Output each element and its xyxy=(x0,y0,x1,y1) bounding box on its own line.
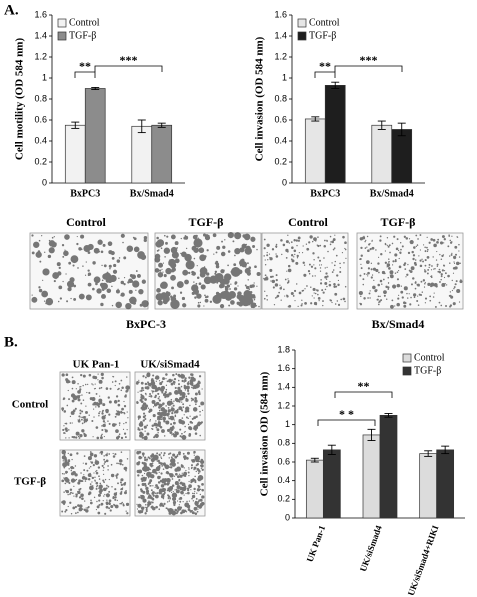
legend-swatch xyxy=(57,18,67,28)
y-tick-label: 1 xyxy=(282,72,287,82)
y-tick-label: 0.2 xyxy=(34,156,47,166)
significance-label: *** xyxy=(120,53,138,67)
significance-label: ** xyxy=(79,59,91,73)
y-axis-label: Cell invasion OD (584 nm) xyxy=(259,371,271,496)
y-tick-label: 1.2 xyxy=(34,51,47,61)
y-tick-label: 1 xyxy=(285,419,290,429)
legend-swatch xyxy=(297,18,307,28)
bar xyxy=(322,449,341,519)
y-tick-label: 1.4 xyxy=(274,30,287,40)
y-tick-label: 1.4 xyxy=(34,30,47,40)
y-tick-label: 0.8 xyxy=(34,93,47,103)
bar xyxy=(64,124,86,184)
y-tick-label: 1.4 xyxy=(277,382,290,392)
bar xyxy=(151,124,173,184)
cell-speckles xyxy=(358,234,463,309)
legend-swatch xyxy=(402,366,412,376)
y-tick-label: 0.4 xyxy=(277,475,290,485)
bar xyxy=(362,434,381,519)
cell-speckles xyxy=(263,234,347,308)
y-tick-label: 0.6 xyxy=(34,114,47,124)
x-tick-label: UK/siSmad4 xyxy=(358,524,384,573)
panel-label: A. xyxy=(4,2,19,18)
significance-bracket xyxy=(334,65,403,72)
y-tick-label: 1.6 xyxy=(34,9,47,19)
y-tick-label: 0.4 xyxy=(274,135,287,145)
row-label: TGF-β xyxy=(14,476,46,488)
cell-speckles xyxy=(31,233,149,310)
significance-label: *** xyxy=(360,53,378,67)
bar xyxy=(419,453,438,519)
legend-label: TGF-β xyxy=(309,30,336,41)
y-tick-label: 0.6 xyxy=(274,114,287,124)
y-tick-label: 0 xyxy=(285,512,290,522)
bar xyxy=(131,125,153,184)
legend-label: TGF-β xyxy=(414,365,441,376)
bar xyxy=(371,124,393,184)
column-label: Control xyxy=(66,215,106,229)
significance-label: * * xyxy=(339,407,354,421)
significance-label: ** xyxy=(319,59,331,73)
x-tick-label: UK/siSmad4+RIKI xyxy=(406,524,441,597)
significance-bracket xyxy=(314,71,336,78)
bar xyxy=(304,118,326,184)
x-tick-label: Bx/Smad4 xyxy=(370,188,414,199)
x-tick-label: Bx/Smad4 xyxy=(130,188,174,199)
legend-label: Control xyxy=(309,17,340,28)
legend-label: Control xyxy=(414,352,445,363)
y-tick-label: 0.2 xyxy=(277,494,290,504)
column-label: UK Pan-1 xyxy=(73,359,120,371)
image-caption: BxPC-3 xyxy=(126,317,166,331)
x-tick-label: BxPC3 xyxy=(310,188,340,199)
micrograph xyxy=(261,232,349,310)
y-tick-label: 1.2 xyxy=(274,51,287,61)
y-axis-label: Cell motility (OD 584 nm) xyxy=(14,38,26,161)
y-tick-label: 0 xyxy=(282,177,287,187)
y-tick-label: 1.6 xyxy=(277,363,290,373)
y-tick-label: 0.6 xyxy=(277,456,290,466)
column-label: TGF-β xyxy=(189,215,224,229)
column-label: TGF-β xyxy=(381,215,416,229)
significance-bracket xyxy=(94,65,163,72)
cell-speckles xyxy=(61,372,130,440)
legend-swatch xyxy=(297,31,307,41)
image-caption: Bx/Smad4 xyxy=(372,317,425,331)
legend-label: TGF-β xyxy=(69,30,96,41)
bar xyxy=(379,414,398,519)
significance-label: ** xyxy=(358,379,370,393)
y-tick-label: 1 xyxy=(42,72,47,82)
cell-speckles xyxy=(61,450,130,515)
column-label: Control xyxy=(288,215,328,229)
y-tick-label: 1.6 xyxy=(274,9,287,19)
y-axis-label: Cell invasion (OD 584 nm) xyxy=(254,36,266,161)
bar xyxy=(324,84,346,184)
y-tick-label: 0.8 xyxy=(277,438,290,448)
y-tick-label: 0.4 xyxy=(34,135,47,145)
panel-label: B. xyxy=(4,334,18,350)
bar xyxy=(436,449,455,519)
cell-speckles xyxy=(135,372,205,441)
cell-speckles xyxy=(154,232,261,309)
cell-speckles xyxy=(136,450,205,516)
significance-bracket xyxy=(334,391,393,398)
bar xyxy=(84,88,106,184)
legend-label: Control xyxy=(69,17,100,28)
y-tick-label: 1.8 xyxy=(277,344,290,354)
y-tick-label: 0 xyxy=(42,177,47,187)
x-tick-label: BxPC3 xyxy=(70,188,100,199)
significance-bracket xyxy=(317,419,376,426)
y-tick-label: 0.2 xyxy=(274,156,287,166)
column-label: UK/siSmad4 xyxy=(140,359,200,371)
legend-swatch xyxy=(402,353,412,363)
bar xyxy=(391,129,413,184)
significance-bracket xyxy=(74,71,96,78)
bar xyxy=(305,459,324,519)
y-tick-label: 1.2 xyxy=(277,400,290,410)
x-tick-label: UK Pan-1 xyxy=(305,523,328,563)
row-label: Control xyxy=(12,399,48,411)
legend-swatch xyxy=(57,31,67,41)
y-tick-label: 0.8 xyxy=(274,93,287,103)
